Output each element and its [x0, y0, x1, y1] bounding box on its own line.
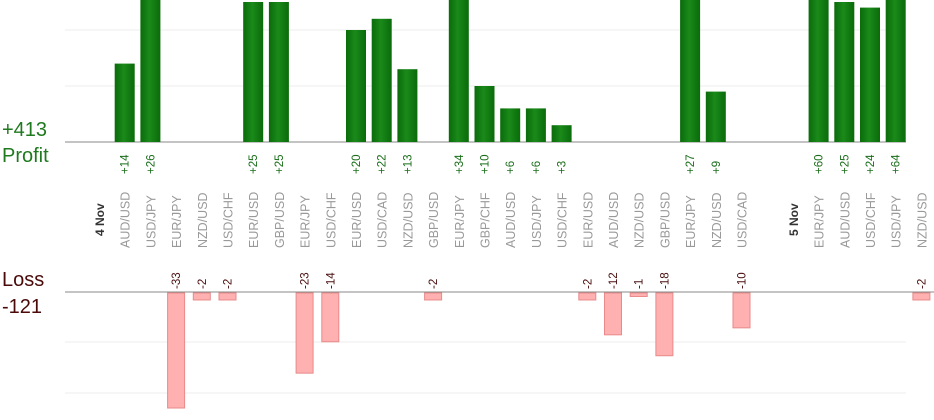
loss-bar [629, 292, 648, 297]
loss-bar [604, 292, 622, 336]
profit-bar [397, 69, 418, 142]
loss-bar [192, 292, 211, 301]
profit-bar [474, 86, 495, 142]
loss-bar [167, 292, 186, 409]
category-label: USD/CAD [736, 192, 750, 248]
profit-total: +413 [2, 119, 48, 141]
profit-bar [346, 30, 366, 142]
loss-value-label: -1 [634, 279, 646, 289]
profit-bar [680, 0, 701, 142]
profit-bar [243, 2, 264, 142]
day-label: 5 Nov [787, 203, 801, 236]
profit-bar [525, 108, 546, 142]
category-label: USD/JPY [530, 195, 544, 248]
profit-bar [114, 63, 135, 142]
category-label: NZD/USD [710, 192, 724, 248]
profit-value-label: +13 [402, 154, 414, 174]
loss-bar [912, 292, 931, 301]
category-label: EUR/JPY [299, 195, 313, 248]
profit-bar [268, 2, 289, 142]
profit-bar [834, 2, 855, 142]
loss-value-label: -10 [737, 272, 749, 289]
category-label: NZD/USD [915, 192, 929, 248]
category-label: AUD/USD [504, 192, 518, 248]
profit-value-label: +24 [865, 154, 877, 174]
profit-value-label: +10 [480, 154, 492, 174]
profit-bar [860, 7, 880, 142]
category-label: EUR/USD [350, 192, 364, 248]
category-label: USD/CHF [556, 192, 570, 248]
profit-bar [551, 125, 572, 142]
loss-value-label: -14 [325, 272, 337, 289]
labels-layer: AUD/USD +14 USD/JPY +26 EUR/JPY -33 NZD/USD -2 U… [93, 154, 929, 289]
category-label: EUR/JPY [453, 195, 467, 248]
category-label: NZD/USD [196, 192, 210, 248]
loss-bar [424, 292, 443, 301]
profit-value-label: +20 [351, 154, 363, 174]
category-label: GBP/CHF [479, 192, 493, 248]
profit-value-label: +25 [839, 154, 851, 174]
category-label: NZD/USD [401, 192, 415, 248]
category-label: EUR/JPY [813, 195, 827, 248]
category-label: AUD/USD [119, 192, 133, 248]
profit-bar [140, 0, 161, 143]
profit-value-label: +22 [377, 154, 389, 174]
loss-total: -121 [2, 296, 43, 318]
category-label: AUD/USD [838, 192, 852, 248]
profit-value-label: +34 [454, 154, 466, 174]
profit-bar [705, 91, 726, 142]
loss-bar [321, 292, 340, 343]
category-label: EUR/JPY [170, 195, 184, 248]
category-label: NZD/USD [633, 192, 647, 248]
category-label: AUD/USD [607, 192, 621, 248]
category-label: USD/CHF [864, 192, 878, 248]
profit-value-label: +27 [685, 154, 697, 174]
category-label: USD/JPY [144, 195, 158, 248]
profit-bar [500, 108, 521, 142]
profit-value-label: +6 [531, 161, 543, 174]
loss-value-label: -18 [659, 272, 671, 289]
profit-value-label: +60 [814, 154, 826, 174]
day-label: 4 Nov [93, 203, 107, 236]
loss-bar [295, 292, 314, 374]
profit-value-label: +25 [248, 154, 260, 174]
profit-bar [885, 0, 906, 142]
category-label: EUR/USD [581, 192, 595, 248]
loss-value-label: -2 [428, 279, 440, 289]
profit-value-label: +9 [711, 161, 723, 174]
profit-value-label: +14 [120, 154, 132, 174]
profit-value-label: +64 [891, 154, 903, 174]
profit-value-label: +26 [145, 154, 157, 174]
profit-value-label: +25 [274, 154, 286, 174]
loss-bar [218, 292, 237, 301]
loss-bar [655, 292, 674, 357]
profit-bar [448, 0, 469, 142]
category-label: USD/CAD [376, 192, 390, 248]
loss-value-label: -2 [197, 279, 209, 289]
loss-bar [578, 292, 597, 301]
loss-bar [732, 292, 751, 329]
category-label: USD/CHF [222, 192, 236, 248]
category-label: GBP/USD [427, 192, 441, 248]
profit-bar [371, 18, 392, 142]
loss-label: Loss [2, 269, 45, 291]
loss-value-label: -12 [608, 272, 620, 289]
category-label: USD/CHF [324, 192, 338, 248]
loss-value-label: -33 [171, 272, 183, 289]
loss-value-label: -23 [300, 272, 312, 289]
profit-value-label: +3 [557, 161, 569, 174]
profit-value-label: +6 [505, 161, 517, 174]
loss-value-label: -2 [916, 279, 928, 289]
category-label: EUR/USD [247, 192, 261, 248]
category-label: GBP/USD [658, 192, 672, 248]
loss-value-label: -2 [223, 279, 235, 289]
category-label: EUR/JPY [684, 195, 698, 248]
profit-bar [808, 0, 829, 142]
profit-label: Profit [2, 145, 49, 167]
category-label: USD/JPY [890, 195, 904, 248]
category-label: GBP/USD [273, 192, 287, 248]
loss-value-label: -2 [582, 279, 594, 289]
bars-layer [114, 0, 931, 409]
